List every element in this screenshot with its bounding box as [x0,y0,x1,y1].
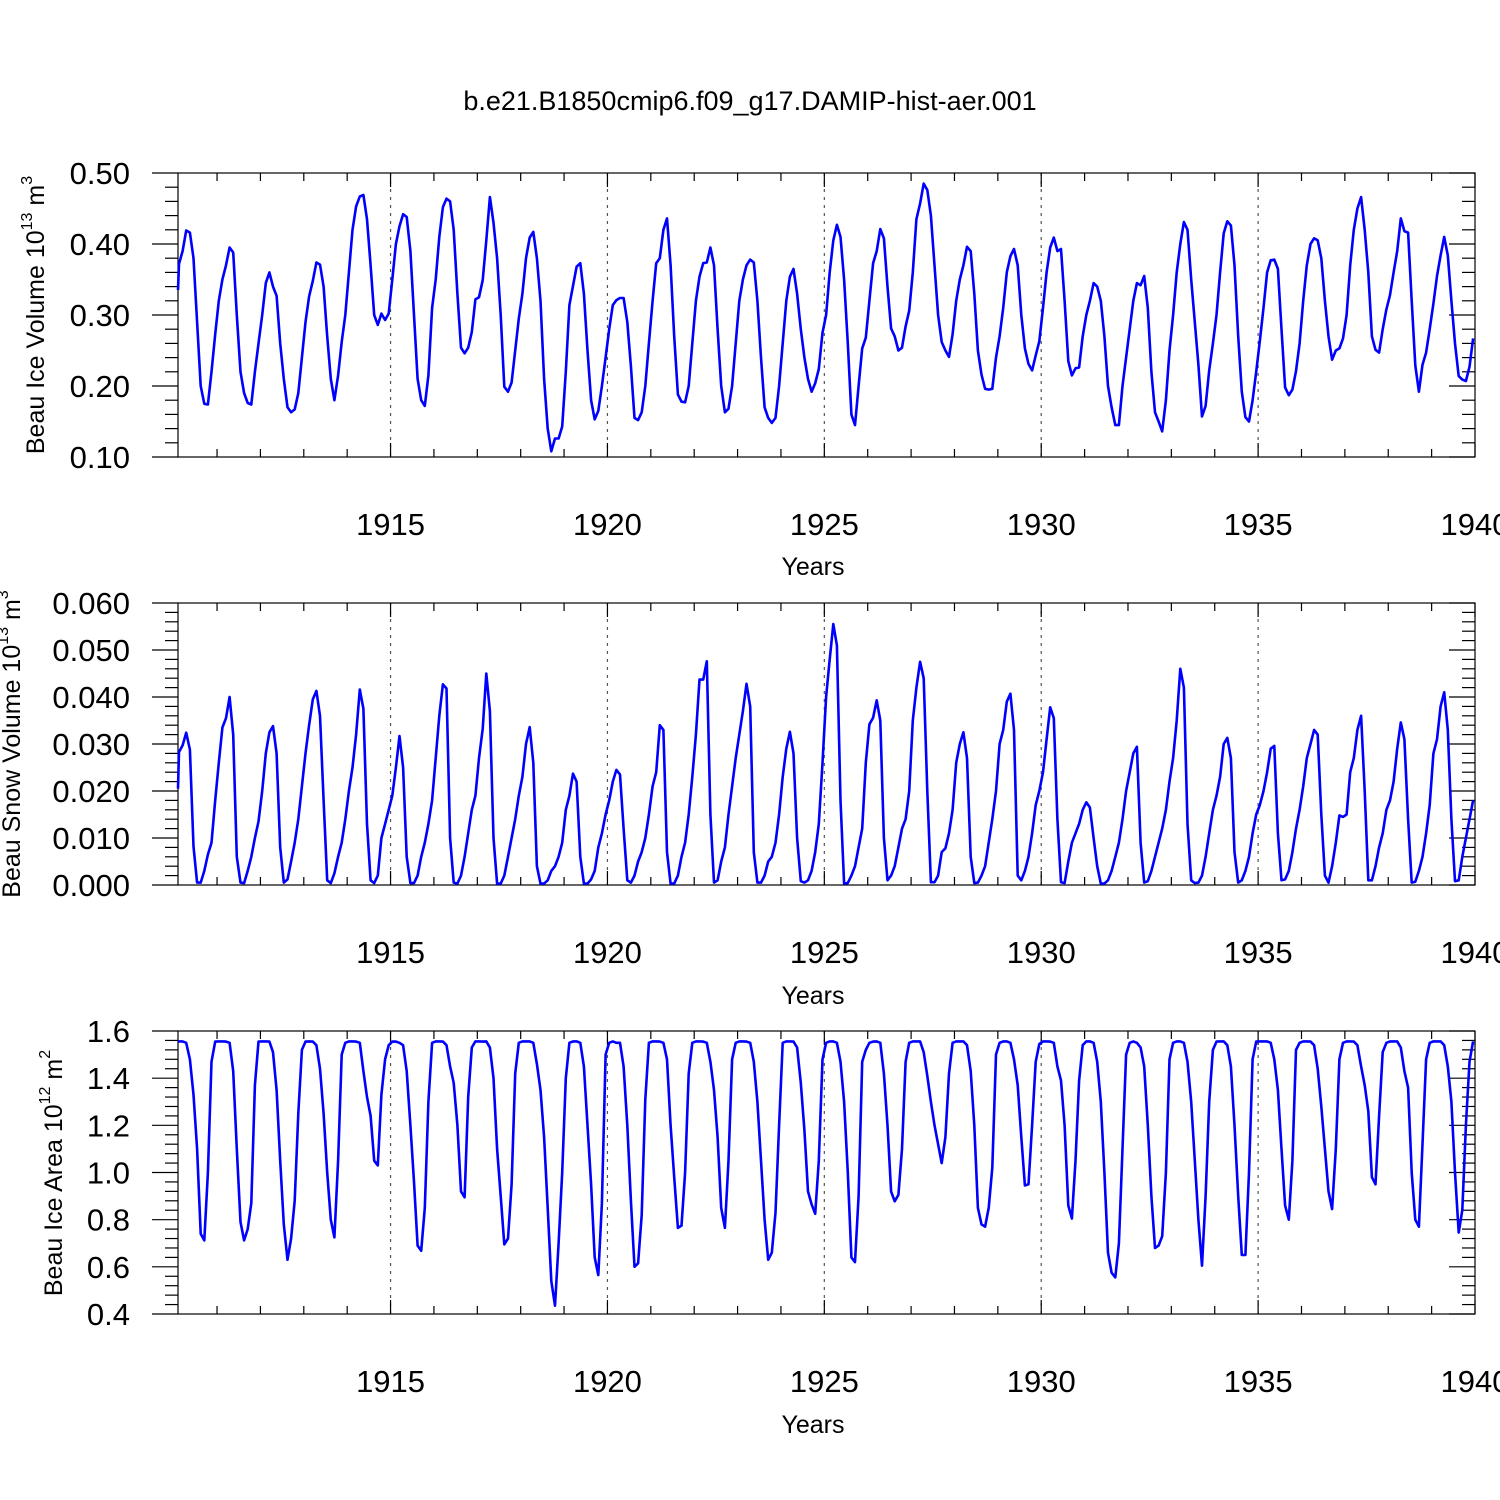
ice-volume-xtick-label: 1925 [790,507,859,542]
ice-area-ylabel-unit: m [40,1059,68,1087]
snow-volume-ylabel-unit: m [0,599,26,627]
snow-volume-ytick-label: 0.010 [52,821,130,856]
snow-volume-ytick-label: 0.020 [52,774,130,809]
ice-area-ytick-label: 0.4 [87,1297,130,1332]
ice-area-ylabel-unit-exponent: 2 [37,1050,54,1059]
ice-area-xlabel: Years [781,1411,844,1439]
snow-volume-ylabel-exponent: 13 [0,627,12,645]
ice-volume-xtick-label: 1920 [573,507,642,542]
chart-title: b.e21.B1850cmip6.f09_g17.DAMIP-hist-aer.… [463,86,1036,116]
ice-area-plot-frame [177,1030,1476,1315]
ice-volume-series-line [176,182,1475,453]
ice-area-xtick-label: 1925 [790,1364,859,1399]
snow-volume-ytick-label: 0.040 [52,680,130,715]
ice-volume-xtick-label: 1915 [356,507,425,542]
snow-volume-xtick-label: 1935 [1224,935,1293,970]
snow-volume-xtick-label: 1920 [573,935,642,970]
ice-area-ylabel-text: Beau Ice Area 10 [40,1104,68,1296]
ice-area-ylabel-exponent: 12 [37,1086,54,1104]
snow-volume-ylabel-unit-exponent: 3 [0,590,12,599]
ice-area-ytick-label: 1.6 [87,1014,130,1049]
ice-volume-ytick-label: 0.30 [70,298,130,333]
snow-volume-xlabel: Years [781,982,844,1010]
ice-volume-ylabel-unit: m [22,185,50,213]
snow-volume-ytick-label: 0.050 [52,633,130,668]
ice-area-ytick-label: 0.6 [87,1250,130,1285]
ice-volume-ylabel: Beau Ice Volume 1013 m3 [19,176,50,454]
ice-volume-ytick-label: 0.40 [70,227,130,262]
snow-volume-ylabel: Beau Snow Volume 1013 m3 [0,590,26,898]
ice-area-ytick-label: 1.4 [87,1061,130,1096]
ice-volume-ytick-label: 0.10 [70,440,130,475]
ice-area-ylabel: Beau Ice Area 1012 m2 [37,1050,68,1296]
ice-volume-xtick-label: 1930 [1007,507,1076,542]
ice-area-xtick-label: 1930 [1007,1364,1076,1399]
snow-volume-panel: Beau Snow Volume 1013 m3 Years 1915 1920 1… [0,586,1500,1010]
snow-volume-plot-frame [177,602,1476,886]
snow-volume-xtick-label: 1915 [356,935,425,970]
snow-volume-xtick-label: 1930 [1007,935,1076,970]
ice-volume-ytick-label: 0.50 [70,156,130,191]
ice-area-xtick-label: 1920 [573,1364,642,1399]
ice-area-series-line [177,1040,1475,1307]
ice-volume-ylabel-text: Beau Ice Volume 10 [22,230,50,454]
ice-volume-ytick-label: 0.20 [70,369,130,404]
snow-volume-ytick-label: 0.000 [52,868,130,903]
ice-area-xtick-label: 1935 [1224,1364,1293,1399]
snow-volume-series-line [176,622,1475,885]
ice-area-ytick-label: 0.8 [87,1203,130,1238]
ice-area-xtick-label: 1915 [356,1364,425,1399]
snow-volume-ytick-label: 0.030 [52,727,130,762]
ice-area-ytick-label: 1.0 [87,1156,130,1191]
ice-area-panel: Beau Ice Area 1012 m2 Years 1915 1920 1925… [37,1014,1500,1439]
ice-volume-panel: Beau Ice Volume 1013 m3 Years 1915 1920 19… [19,156,1500,581]
snow-volume-xtick-label: 1925 [790,935,859,970]
ice-volume-xlabel: Years [781,553,844,581]
ice-area-ytick-label: 1.2 [87,1108,130,1143]
ice-volume-xtick-label: 1935 [1224,507,1293,542]
snow-volume-ylabel-text: Beau Snow Volume 10 [0,645,26,898]
ice-volume-ylabel-exponent: 13 [19,212,36,230]
ice-volume-ylabel-unit-exponent: 3 [19,176,36,185]
snow-volume-ytick-label: 0.060 [52,586,130,621]
